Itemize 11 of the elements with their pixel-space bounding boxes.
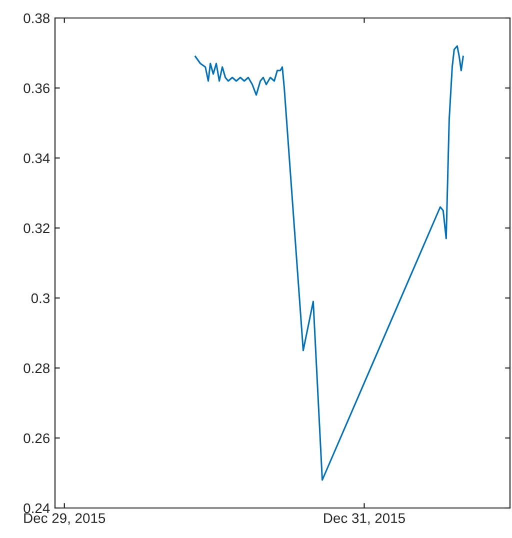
y-tick-label: 0.38 <box>24 13 50 24</box>
y-tick-label: 0.24 <box>24 503 50 514</box>
y-tick-label: 0.3 <box>31 293 50 304</box>
y-tick-label: 0.28 <box>24 363 50 374</box>
y-tick-label: 0.26 <box>24 433 50 444</box>
x-tick-label: Dec 29, 2015 <box>24 513 106 525</box>
y-tick-label: 0.36 <box>24 83 50 94</box>
y-tick-label: 0.34 <box>24 153 50 164</box>
y-tick-label: 0.32 <box>24 223 50 234</box>
x-tick-label: Dec 31, 2015 <box>324 513 405 525</box>
line-series <box>194 45 464 481</box>
